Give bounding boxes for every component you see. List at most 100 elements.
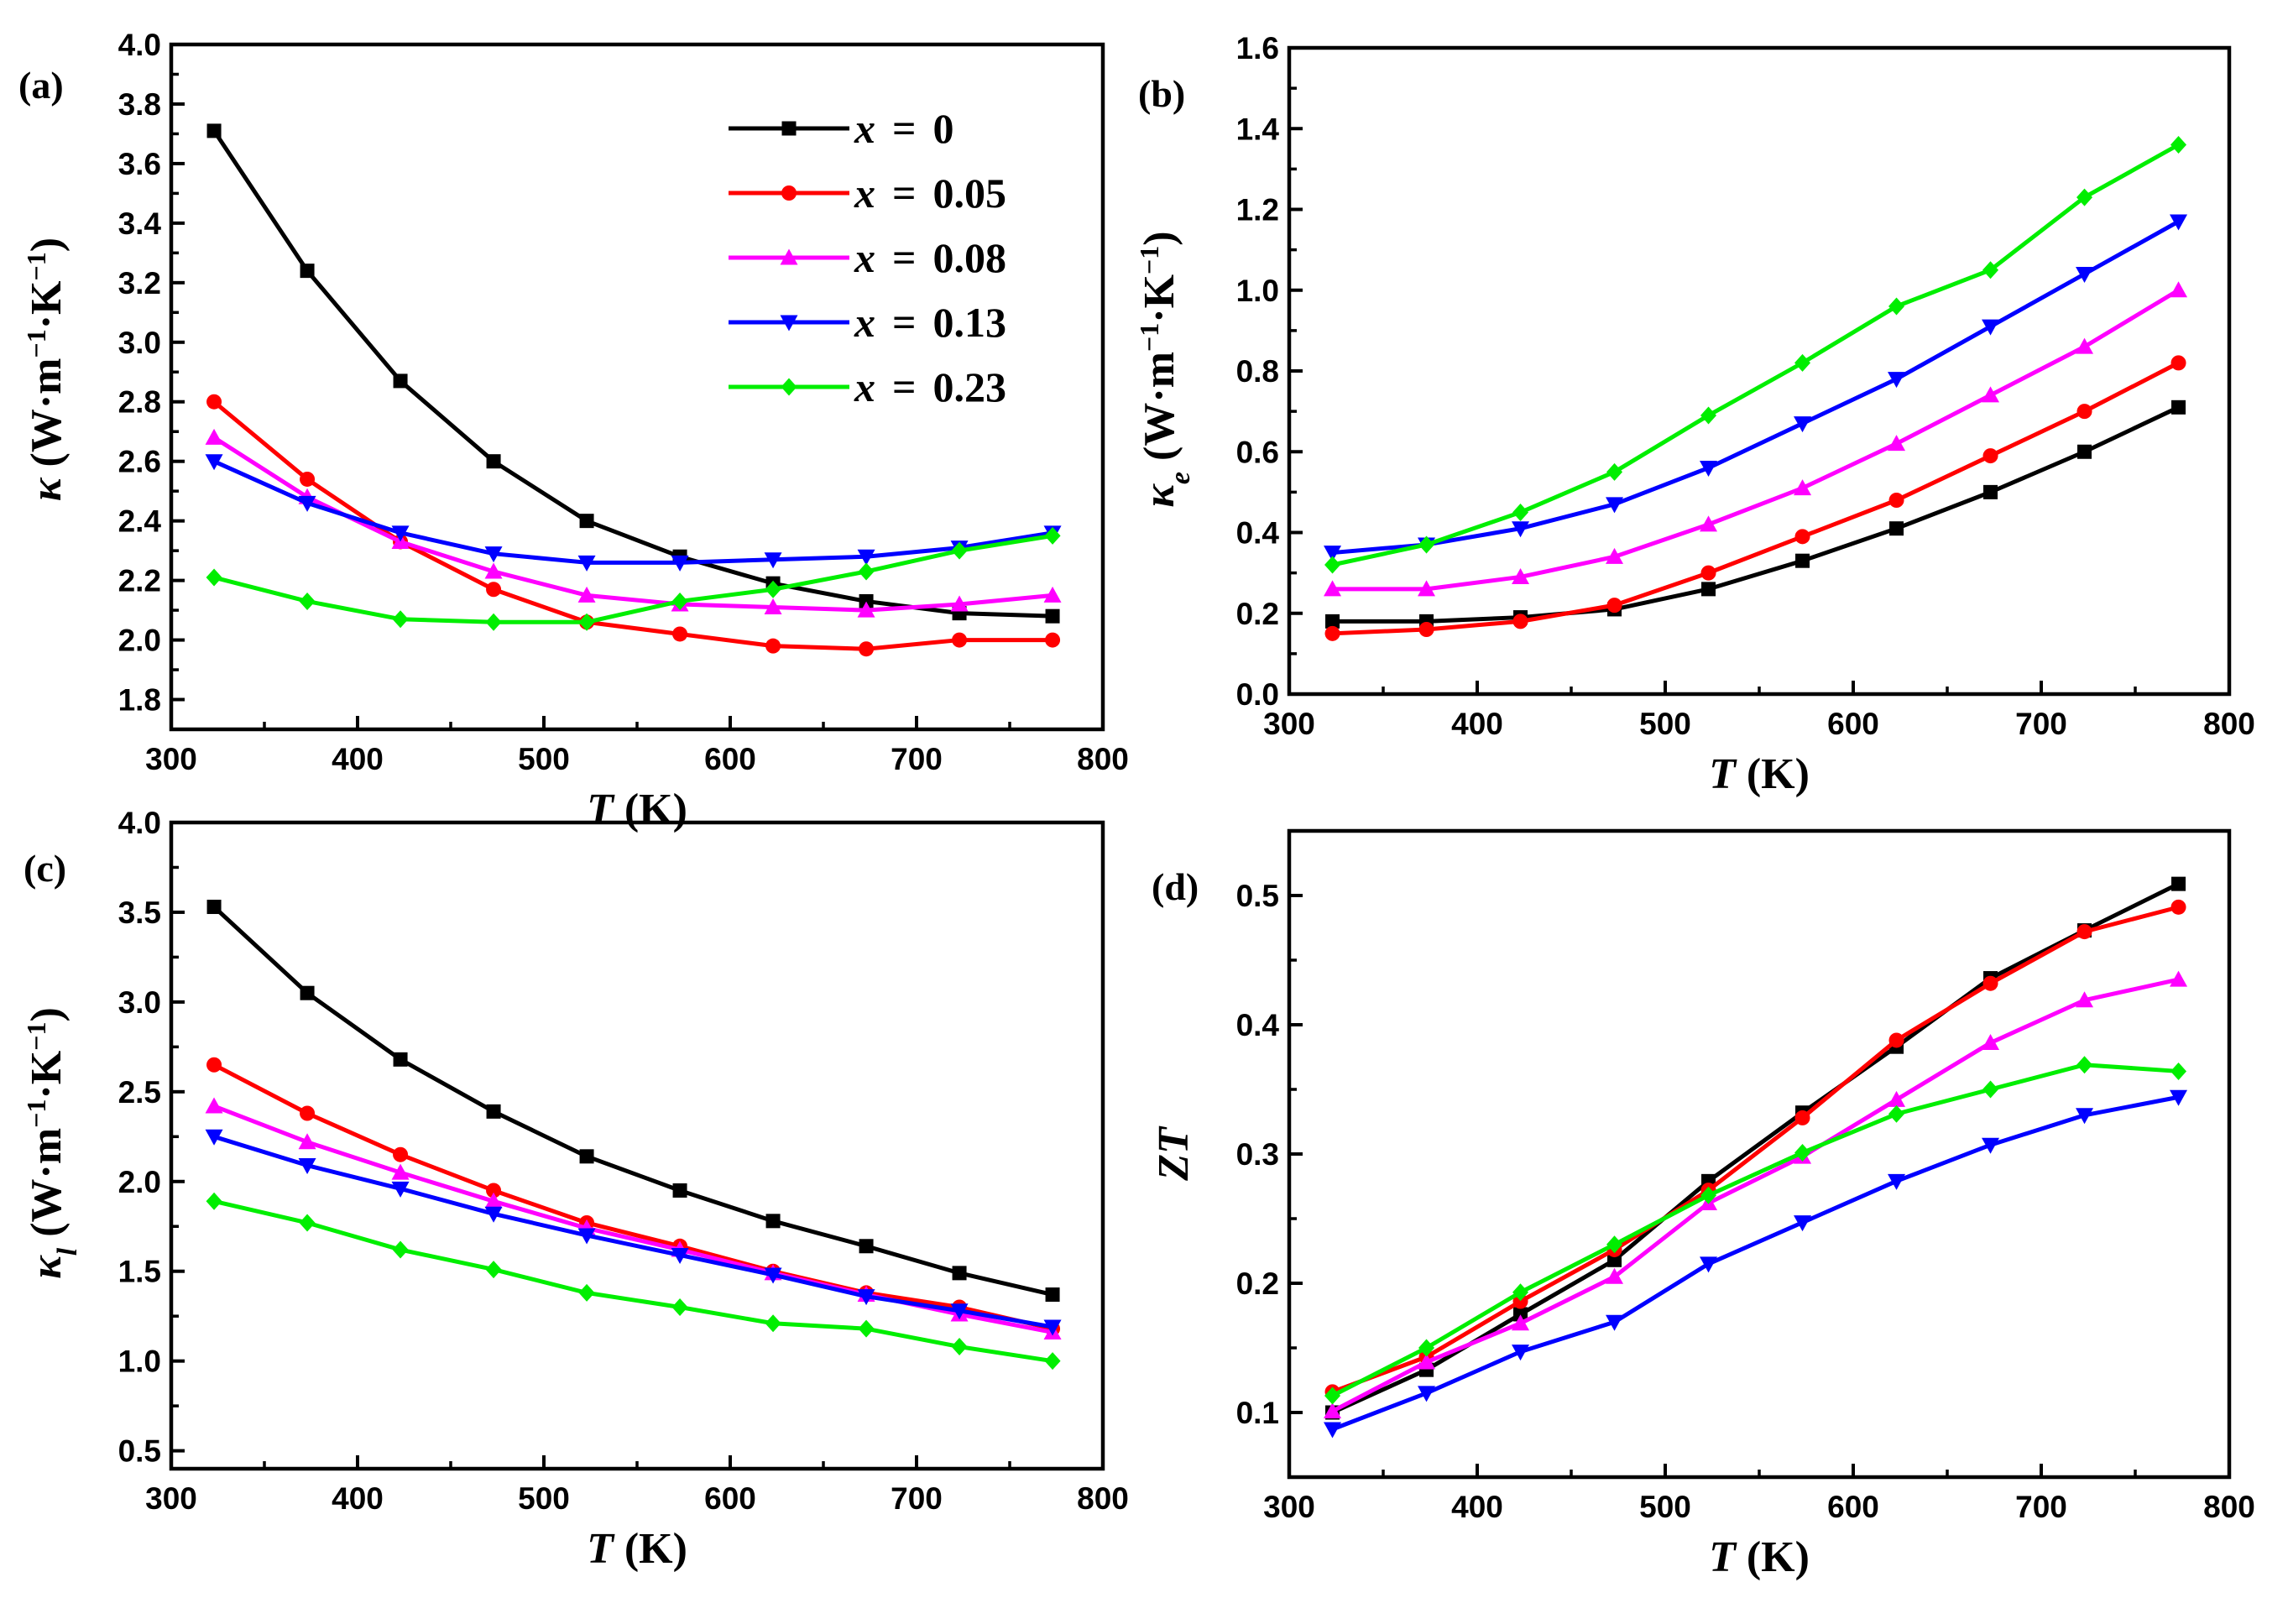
data-point bbox=[1607, 1252, 1622, 1267]
panel-label: (d) bbox=[1152, 865, 1199, 908]
series-line bbox=[1331, 881, 2180, 1415]
y-axis-title-symbol: κ bbox=[23, 477, 71, 501]
legend-eq: = bbox=[892, 234, 917, 281]
series-0 bbox=[206, 900, 1060, 1303]
y-tick-label: 3.0 bbox=[118, 326, 161, 360]
data-point bbox=[486, 1183, 502, 1198]
legend-entry: x = 0.05 bbox=[729, 170, 1006, 217]
y-axis-title-exponent: −1 bbox=[21, 252, 51, 280]
y-tick-label: 1.5 bbox=[118, 1255, 161, 1289]
data-point bbox=[1982, 1137, 2000, 1154]
data-point bbox=[671, 1247, 689, 1264]
data-point bbox=[299, 1214, 316, 1232]
data-point bbox=[206, 1192, 222, 1210]
series-line bbox=[212, 399, 1053, 651]
data-point bbox=[1324, 625, 1340, 641]
data-point bbox=[1700, 1256, 1718, 1273]
data-point bbox=[1418, 535, 1435, 554]
x-tick-label: 600 bbox=[704, 1481, 756, 1516]
x-tick-label: 700 bbox=[891, 1481, 943, 1516]
data-point bbox=[671, 592, 688, 610]
series-4 bbox=[1324, 136, 2187, 574]
data-point bbox=[484, 1206, 503, 1223]
y-tick-label: 3.8 bbox=[118, 87, 161, 122]
series-1 bbox=[1324, 355, 2186, 641]
y-tick-label: 3.4 bbox=[118, 206, 162, 241]
y-axis-title-unit: ·K bbox=[23, 280, 71, 329]
data-point bbox=[1889, 521, 1904, 536]
data-point bbox=[1045, 608, 1060, 624]
legend-entry: x = 0.23 bbox=[729, 363, 1006, 410]
series-1 bbox=[206, 1057, 1061, 1337]
data-point bbox=[578, 613, 595, 631]
x-tick-label: 500 bbox=[1639, 707, 1691, 741]
data-point bbox=[2076, 337, 2094, 354]
data-point bbox=[484, 546, 503, 563]
data-point bbox=[2076, 991, 2094, 1008]
data-point bbox=[1794, 529, 1810, 545]
legend-eq: = bbox=[892, 105, 917, 152]
legend-marker bbox=[780, 248, 798, 265]
data-point bbox=[577, 555, 596, 572]
legend: x = 0 x = 0.05 x = 0.08 x = 0.13 x = 0.23 bbox=[729, 105, 1006, 410]
data-point bbox=[2076, 1056, 2093, 1074]
y-tick-label: 1.8 bbox=[118, 683, 161, 718]
x-tick-label: 700 bbox=[891, 742, 943, 776]
x-tick-label: 400 bbox=[1451, 1490, 1503, 1524]
data-point bbox=[951, 1338, 968, 1356]
data-point bbox=[299, 592, 316, 610]
y-axis-title-unit: ) bbox=[23, 238, 71, 252]
legend-value: 0 bbox=[933, 105, 954, 152]
legend-marker bbox=[781, 121, 797, 136]
data-point bbox=[2170, 899, 2186, 915]
x-axis-title: T (K) bbox=[587, 786, 687, 833]
data-point bbox=[1045, 632, 1061, 648]
x-axis-title: T (K) bbox=[1709, 1533, 1810, 1581]
data-point bbox=[1606, 497, 1624, 514]
y-tick-label: 2.4 bbox=[118, 504, 162, 539]
x-tick-label: 400 bbox=[332, 1481, 384, 1516]
data-point bbox=[298, 1133, 316, 1150]
y-tick-label: 4.0 bbox=[118, 806, 161, 840]
y-axis-title-subscript: l bbox=[52, 1247, 83, 1256]
y-axis-title-unit: (W·m bbox=[1136, 352, 1183, 472]
y-tick-label: 3.2 bbox=[118, 266, 161, 300]
data-point bbox=[764, 598, 782, 615]
data-point bbox=[1512, 503, 1529, 521]
data-point bbox=[391, 1181, 410, 1198]
legend-label: x = 0 bbox=[854, 105, 954, 152]
x-tick-label: 300 bbox=[145, 1481, 197, 1516]
y-tick-label: 0.0 bbox=[1236, 677, 1279, 712]
series-3 bbox=[1324, 1089, 2188, 1439]
x-tick-label: 600 bbox=[1827, 707, 1879, 741]
data-point bbox=[205, 454, 223, 471]
series-1 bbox=[206, 394, 1061, 657]
data-point bbox=[1794, 1143, 1811, 1162]
data-point bbox=[485, 1261, 502, 1279]
x-tick-label: 500 bbox=[1639, 1490, 1691, 1524]
x-tick-label: 500 bbox=[518, 1481, 570, 1516]
x-tick-label: 800 bbox=[2203, 1490, 2255, 1524]
data-point bbox=[671, 1298, 688, 1316]
y-tick-label: 0.1 bbox=[1236, 1396, 1279, 1430]
data-point bbox=[858, 562, 875, 581]
y-axis-title: ZT bbox=[1150, 1125, 1198, 1182]
data-point bbox=[1045, 1287, 1060, 1303]
data-point bbox=[1888, 297, 1905, 316]
y-axis-title-subscript: e bbox=[1165, 472, 1196, 484]
data-point bbox=[1513, 1307, 1528, 1322]
y-tick-label: 0.5 bbox=[118, 1434, 161, 1469]
data-point bbox=[1324, 1402, 1342, 1418]
x-tick-label: 400 bbox=[332, 742, 384, 776]
data-point bbox=[2076, 404, 2092, 420]
data-point bbox=[950, 1303, 969, 1320]
data-point bbox=[1324, 580, 1342, 597]
y-axis-title: κ (W·m−1·K−1) bbox=[21, 238, 71, 501]
data-point bbox=[1794, 416, 1812, 433]
data-point bbox=[1888, 1104, 1905, 1123]
y-axis-title-unit: ) bbox=[23, 1007, 71, 1021]
data-point bbox=[486, 1104, 501, 1119]
legend-value: 0.05 bbox=[933, 170, 1007, 217]
y-tick-label: 0.3 bbox=[1236, 1137, 1279, 1172]
series-line bbox=[1332, 405, 2180, 624]
